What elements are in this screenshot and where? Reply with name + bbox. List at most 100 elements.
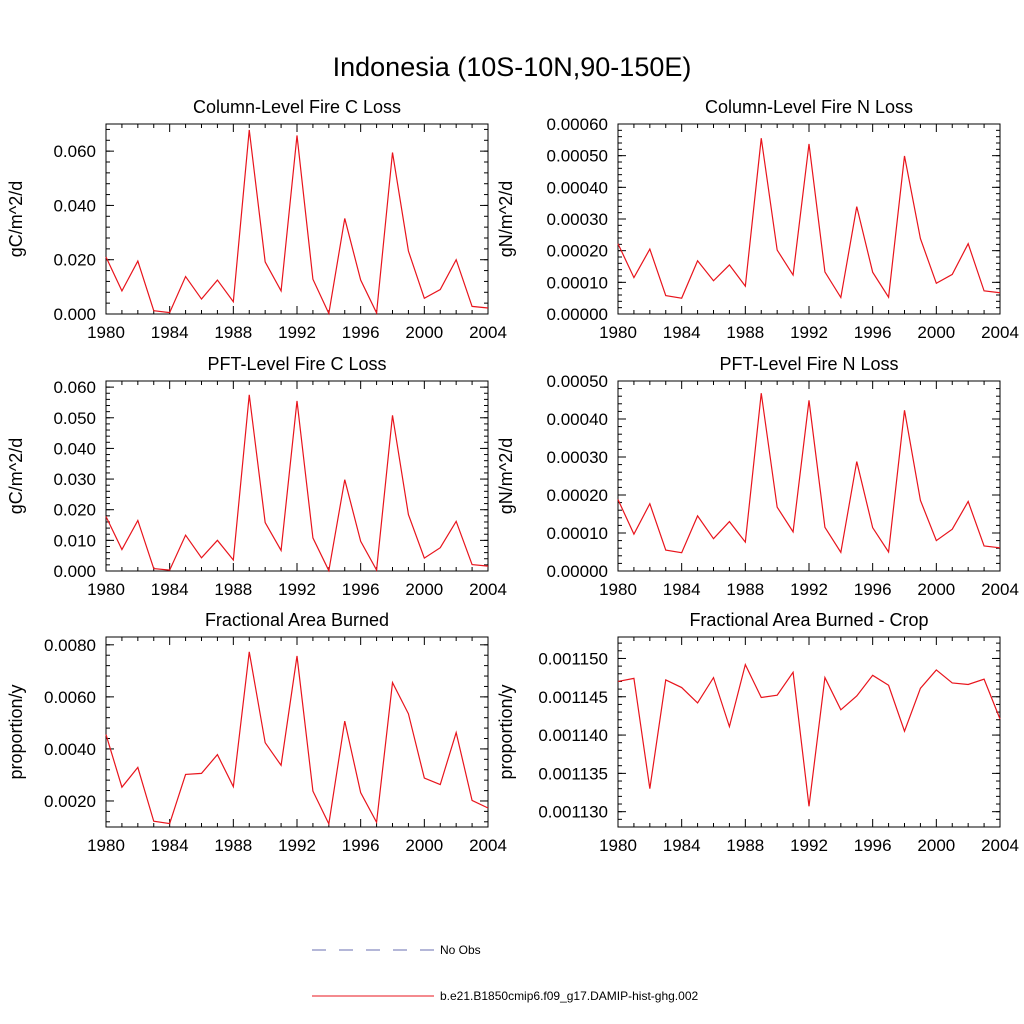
y-tick-label: 0.0040 — [44, 740, 96, 759]
y-axis-label: gN/m^2/d — [496, 181, 516, 257]
panel-title: Fractional Area Burned — [205, 610, 389, 630]
series-line — [105, 129, 489, 316]
chart-panel-2: Column-Level Fire N Loss gN/m^2/d 1980 1984… — [496, 97, 1019, 342]
panel-title: Fractional Area Burned - Crop — [689, 610, 928, 630]
y-tick-label: 0.00050 — [547, 147, 608, 166]
panel-title: Column-Level Fire C Loss — [193, 97, 401, 117]
y-tick-label: 0.001140 — [538, 726, 608, 745]
x-tick-label: 2004 — [981, 836, 1019, 855]
x-tick-label: 2000 — [917, 323, 955, 342]
y-axis-label: gC/m^2/d — [6, 438, 26, 514]
series-line — [617, 662, 1001, 807]
x-tick-label: 1988 — [726, 836, 764, 855]
x-tick-label: 1992 — [278, 580, 316, 599]
y-tick-label: 0.00030 — [547, 448, 608, 467]
legend: No Obs b.e21.B1850cmip6.f09_g17.DAMIP-his… — [312, 943, 698, 1003]
y-tick-label: 0.00050 — [547, 372, 608, 391]
y-tick-label: 0.00030 — [547, 210, 608, 229]
x-tick-label: 2004 — [981, 323, 1019, 342]
x-tick-label: 1980 — [87, 580, 125, 599]
chart-panel-6: Fractional Area Burned - Crop proportion/… — [496, 610, 1019, 855]
x-tick-label: 1988 — [214, 323, 252, 342]
y-tick-label: 0.0080 — [44, 636, 96, 655]
y-tick-label: 0.00020 — [547, 242, 608, 261]
y-tick-label: 0.0060 — [44, 688, 96, 707]
y-tick-label: 0.00040 — [547, 178, 608, 197]
x-tick-label: 2004 — [469, 580, 507, 599]
x-tick-label: 2004 — [981, 580, 1019, 599]
y-tick-label: 0.00010 — [547, 524, 608, 543]
y-tick-label: 0.010 — [53, 531, 96, 550]
y-tick-label: 0.020 — [53, 251, 96, 270]
y-tick-label: 0.001135 — [538, 764, 608, 783]
y-axis-label: proportion/y — [6, 684, 26, 779]
plot-frame — [105, 123, 489, 315]
y-tick-label: 0.00060 — [547, 115, 608, 134]
x-tick-label: 1988 — [214, 836, 252, 855]
x-tick-label: 1996 — [854, 323, 892, 342]
y-tick-label: 0.040 — [53, 439, 96, 458]
x-tick-label: 2000 — [405, 580, 443, 599]
y-tick-label: 0.00000 — [547, 305, 608, 324]
x-tick-label: 1980 — [599, 323, 637, 342]
x-tick-label: 1984 — [151, 323, 189, 342]
y-tick-label: 0.060 — [53, 142, 96, 161]
chart-panel-1: Column-Level Fire C Loss gC/m^2/d 1980 1984… — [6, 97, 507, 342]
y-tick-label: 0.001130 — [538, 803, 608, 822]
y-tick-label: 0.00020 — [547, 486, 608, 505]
plot-frame — [105, 636, 489, 828]
x-tick-label: 1984 — [663, 323, 701, 342]
y-tick-label: 0.001145 — [538, 688, 608, 707]
chart-panel-3: PFT-Level Fire C Loss gC/m^2/d 1980 1984 198… — [6, 354, 507, 599]
x-tick-label: 1992 — [278, 836, 316, 855]
y-tick-label: 0.020 — [53, 501, 96, 520]
x-tick-label: 2004 — [469, 836, 507, 855]
panel-title: Column-Level Fire N Loss — [705, 97, 913, 117]
y-tick-label: 0.001150 — [538, 649, 608, 668]
x-tick-label: 2000 — [405, 836, 443, 855]
y-tick-label: 0.0020 — [44, 792, 96, 811]
x-tick-label: 1992 — [790, 836, 828, 855]
x-tick-label: 1992 — [790, 580, 828, 599]
y-tick-label: 0.050 — [53, 409, 96, 428]
y-tick-label: 0.00000 — [547, 562, 608, 581]
x-tick-label: 1980 — [599, 836, 637, 855]
x-tick-label: 1980 — [87, 836, 125, 855]
x-tick-label: 1980 — [87, 323, 125, 342]
x-tick-label: 2004 — [469, 323, 507, 342]
x-tick-label: 1996 — [854, 836, 892, 855]
panel-title: PFT-Level Fire C Loss — [207, 354, 386, 374]
chart-panel-5: Fractional Area Burned proportion/y 1980 19… — [6, 610, 507, 855]
y-tick-label: 0.030 — [53, 470, 96, 489]
plot-frame — [617, 123, 1001, 315]
x-tick-label: 1992 — [278, 323, 316, 342]
x-tick-label: 1984 — [151, 580, 189, 599]
plot-frame — [617, 636, 1001, 828]
plot-frame — [617, 380, 1001, 572]
x-tick-label: 2000 — [405, 323, 443, 342]
series-line — [105, 651, 489, 826]
x-tick-label: 1984 — [663, 580, 701, 599]
y-axis-label: gC/m^2/d — [6, 181, 26, 257]
legend-label-1: No Obs — [440, 943, 481, 957]
y-tick-label: 0.040 — [53, 196, 96, 215]
figure-title: Indonesia (10S-10N,90-150E) — [333, 52, 692, 82]
x-tick-label: 1984 — [663, 836, 701, 855]
series-line — [617, 393, 1001, 555]
y-tick-label: 0.00040 — [547, 410, 608, 429]
x-tick-label: 2000 — [917, 836, 955, 855]
x-tick-label: 1992 — [790, 323, 828, 342]
x-tick-label: 1996 — [342, 323, 380, 342]
series-line — [617, 138, 1001, 300]
x-tick-label: 1996 — [854, 580, 892, 599]
x-tick-label: 1988 — [726, 580, 764, 599]
y-axis-label: proportion/y — [496, 684, 516, 779]
x-tick-label: 2000 — [917, 580, 955, 599]
x-tick-label: 1980 — [599, 580, 637, 599]
y-axis-label: gN/m^2/d — [496, 438, 516, 514]
panel-title: PFT-Level Fire N Loss — [719, 354, 898, 374]
x-tick-label: 1988 — [214, 580, 252, 599]
series-line — [105, 394, 489, 573]
y-tick-label: 0.000 — [53, 562, 96, 581]
